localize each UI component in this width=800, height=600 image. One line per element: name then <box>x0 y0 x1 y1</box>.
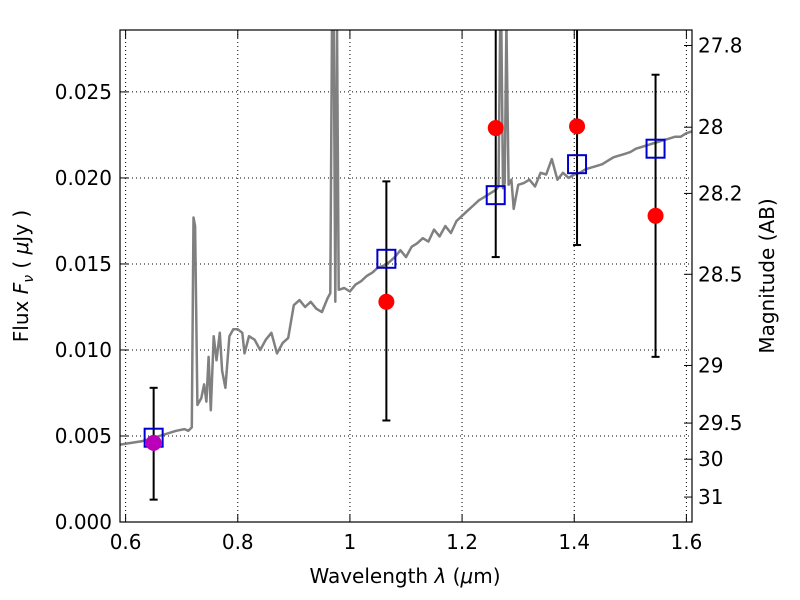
observed-flux-point <box>378 293 395 310</box>
y-tick-label: 0.015 <box>55 252 112 276</box>
y-tick-label: 0.010 <box>55 338 112 362</box>
y-tick-label: 0.005 <box>55 424 112 448</box>
y-axis-label: Flux Fν ( μJy ) <box>9 210 37 342</box>
right-axis-label: Magnitude (AB) <box>755 198 779 353</box>
observed-flux-point <box>487 120 504 137</box>
right-tick-label: 28 <box>698 115 723 139</box>
grid-lines <box>120 30 692 522</box>
x-tick-label: 0.8 <box>222 530 254 554</box>
model-photometry-square <box>485 185 506 206</box>
plot-frame <box>119 29 693 523</box>
model-photometry-square <box>567 154 588 175</box>
x-tick-label: 0.6 <box>110 530 142 554</box>
x-tick-label: 1.2 <box>446 530 478 554</box>
observed-flux-point <box>647 207 664 224</box>
observed-flux-point <box>145 434 162 451</box>
y-tick-label: 0.025 <box>55 80 112 104</box>
model-photometry-square <box>376 248 397 269</box>
plot-area <box>120 30 692 501</box>
right-tick-label: 28.2 <box>698 181 743 205</box>
right-tick-label: 29 <box>698 353 723 377</box>
x-tick-label: 1.6 <box>670 530 702 554</box>
right-tick-label: 28.5 <box>698 262 743 286</box>
right-tick-label: 30 <box>698 447 723 471</box>
right-tick-label: 31 <box>698 485 723 509</box>
observed-flux-point <box>569 118 586 135</box>
y-tick-label: 0.000 <box>55 510 112 534</box>
right-tick-label: 29.5 <box>698 411 743 435</box>
axis-ticks: 0.6 0.8 1 1.2 1.4 1.6 0.000 0.005 0.010 0.015 0.02… <box>55 30 743 554</box>
x-tick-label: 1.4 <box>558 530 590 554</box>
x-tick-label: 1 <box>344 530 357 554</box>
right-tick-label: 27.8 <box>698 33 743 57</box>
x-axis-label: Wavelength λ (μm) <box>309 564 500 588</box>
model-spectrum-line <box>120 30 692 446</box>
model-photometry-square <box>645 138 666 159</box>
y-tick-label: 0.020 <box>55 166 112 190</box>
